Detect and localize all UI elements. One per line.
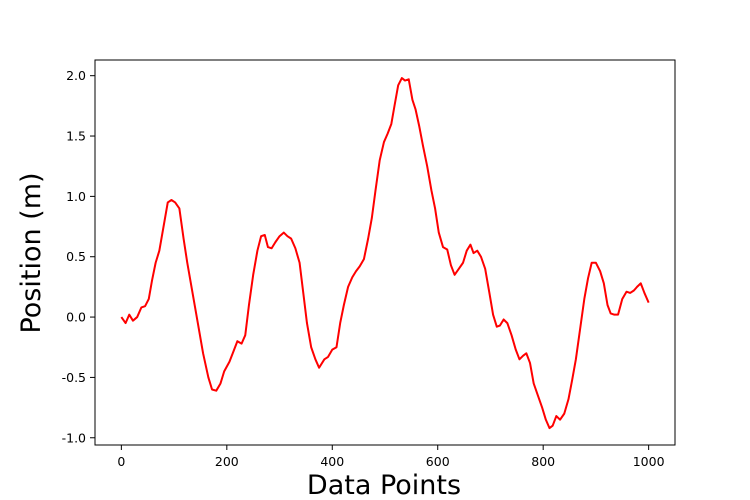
y-axis-ticks: -1.0 -0.5 0.0 0.5 1.0 1.5 2.0 [62,68,95,445]
y-tick-label: 1.0 [66,189,86,204]
x-axis-label: Data Points [307,470,461,500]
x-tick-label: 800 [531,454,555,469]
x-tick-label: 200 [215,454,239,469]
x-tick-label: 600 [426,454,450,469]
y-tick-label: 2.0 [66,68,86,83]
y-axis-label: Position (m) [16,172,47,333]
x-tick-label: 400 [320,454,344,469]
y-tick-label: 0.0 [66,310,86,325]
series-layer [120,77,650,430]
y-tick-label: 0.5 [66,249,86,264]
x-tick-label: 1000 [633,454,665,469]
plot-frame [94,59,676,446]
y-tick-label: -1.0 [62,430,86,445]
y-tick-label: 1.5 [66,129,86,144]
series-line-0 [120,77,650,430]
y-tick-label: -0.5 [62,370,86,385]
x-axis-ticks: 0 200 400 600 800 1000 [117,445,665,469]
x-tick-label: 0 [117,454,125,469]
